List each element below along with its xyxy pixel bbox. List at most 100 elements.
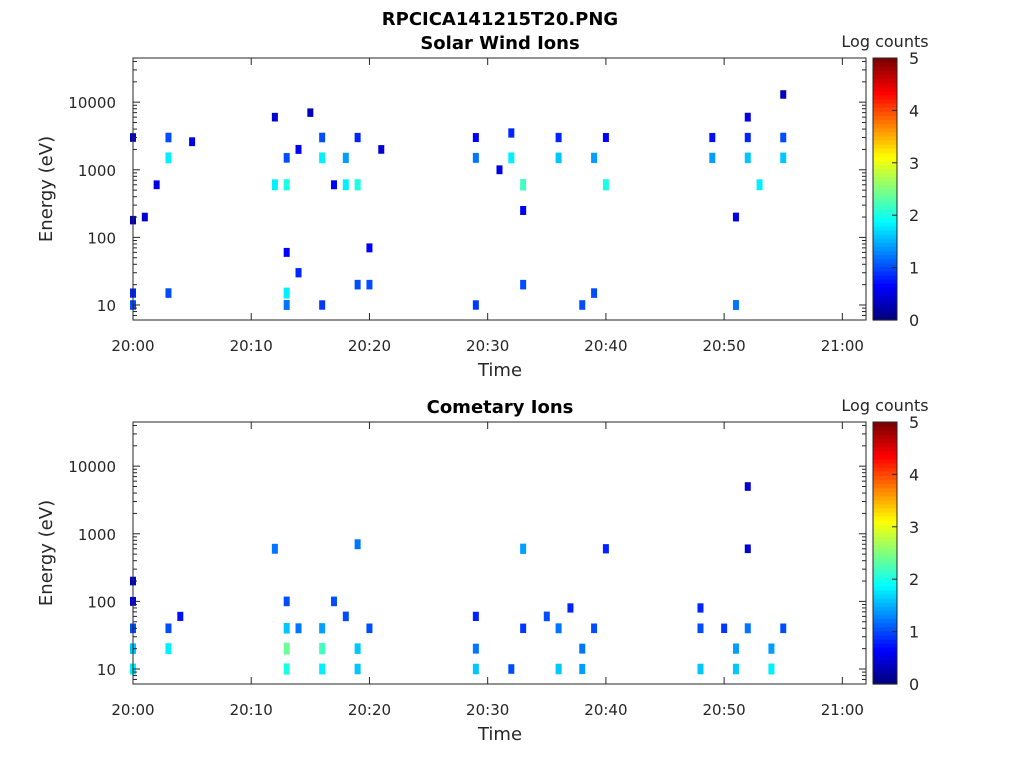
x-tick-label: 21:00	[821, 337, 864, 355]
colorbar-segment	[873, 528, 897, 534]
heatmap-cell	[189, 137, 196, 147]
panel2-heatmap-cells	[130, 482, 787, 675]
colorbar-segment	[873, 139, 897, 145]
x-tick-label: 20:10	[230, 701, 273, 719]
panel1-colorbar: 0 1 2 3 4 5	[872, 49, 919, 330]
colorbar-segment	[873, 602, 897, 607]
heatmap-cell	[602, 133, 609, 142]
colorbar-segment	[873, 221, 897, 227]
colorbar-frame	[872, 57, 898, 321]
colorbar-segment	[873, 548, 897, 554]
heatmap-cell	[732, 300, 739, 310]
colorbar-segment	[873, 606, 897, 611]
heatmap-cell	[591, 288, 598, 298]
heatmap-cell	[342, 152, 349, 163]
panel1-heatmap-cells	[130, 90, 787, 310]
heatmap-cell	[271, 543, 278, 554]
colorbar-segment	[873, 270, 897, 276]
colorbar-tick-label: 2	[909, 206, 919, 225]
colorbar-tick-label: 5	[909, 49, 919, 68]
heatmap-cell	[283, 623, 290, 634]
heatmap-cell	[472, 133, 479, 142]
heatmap-cell	[354, 279, 361, 290]
heatmap-cell	[508, 664, 515, 674]
colorbar-segment	[873, 127, 897, 133]
x-tick-label: 20:30	[466, 337, 509, 355]
heatmap-cell	[780, 623, 787, 634]
heatmap-cell	[165, 643, 172, 655]
colorbar-segment	[873, 483, 897, 489]
colorbar-segment	[873, 176, 897, 182]
colorbar-segment	[873, 184, 897, 190]
colorbar-segment	[873, 315, 897, 321]
colorbar-segment	[873, 589, 897, 595]
colorbar-segment	[873, 229, 897, 235]
colorbar-segment	[873, 303, 897, 309]
colorbar-tick-label: 0	[909, 675, 919, 694]
colorbar-segment	[873, 422, 897, 427]
colorbar-segment	[873, 205, 897, 211]
colorbar-segment	[873, 532, 897, 538]
colorbar-segment	[873, 279, 897, 284]
colorbar-segment	[873, 467, 897, 472]
x-tick-label: 20:00	[111, 701, 154, 719]
heatmap-cell	[319, 132, 326, 143]
heatmap-cell	[165, 152, 172, 164]
heatmap-cell	[780, 152, 787, 164]
heatmap-cell	[579, 300, 586, 310]
heatmap-cell	[744, 544, 751, 554]
panel2-y-ticks: 10 100 1000 10000	[68, 424, 866, 680]
colorbar-segment	[873, 201, 897, 206]
colorbar-segment	[873, 593, 897, 599]
heatmap-cell	[153, 180, 160, 190]
heatmap-cell	[591, 152, 598, 163]
colorbar-tick-label: 0	[909, 311, 919, 330]
colorbar-segment	[873, 90, 897, 96]
heatmap-cell	[520, 623, 527, 634]
heatmap-cell	[283, 179, 290, 191]
x-tick-label: 20:40	[584, 337, 627, 355]
colorbar-segment	[873, 553, 897, 558]
heatmap-cell	[697, 603, 704, 613]
heatmap-cell	[496, 165, 503, 175]
heatmap-cell	[579, 643, 586, 654]
colorbar-segment	[873, 111, 897, 116]
heatmap-cell	[780, 132, 787, 143]
heatmap-cell	[271, 179, 278, 191]
x-tick-label: 20:40	[584, 701, 627, 719]
colorbar-segment	[873, 573, 897, 579]
heatmap-cell	[283, 663, 290, 675]
heatmap-cell	[271, 112, 278, 122]
colorbar-segment	[873, 98, 897, 104]
heatmap-cell	[520, 279, 527, 290]
panel-cometary: Cometary Ions 20:00 20:10 20:20 20:30 20:40 2…	[36, 396, 929, 745]
colorbar-segment	[873, 115, 897, 121]
heatmap-cell	[555, 152, 562, 164]
heatmap-cell	[697, 623, 704, 634]
panel1-y-ticks: 10 100 1000 10000	[68, 60, 866, 316]
colorbar-frame	[872, 421, 898, 685]
heatmap-cell	[472, 611, 479, 622]
colorbar-segment	[873, 70, 897, 75]
colorbar-segment	[873, 581, 897, 587]
heatmap-cell	[744, 132, 751, 143]
heatmap-cell	[472, 643, 479, 654]
colorbar-segment	[873, 242, 897, 247]
colorbar-segment	[873, 655, 897, 661]
colorbar-segment	[873, 225, 897, 231]
colorbar-segment	[873, 659, 897, 665]
y-tick-label: 100	[87, 229, 116, 247]
colorbar-tick-label: 2	[909, 570, 919, 589]
colorbar-segment	[873, 238, 897, 243]
colorbar-segment	[873, 156, 897, 161]
x-tick-label: 20:50	[703, 337, 746, 355]
heatmap-cell	[283, 642, 290, 655]
colorbar-segment	[873, 487, 897, 493]
colorbar-segment	[873, 610, 897, 616]
heatmap-cell	[591, 623, 598, 634]
colorbar-segment	[873, 479, 897, 485]
x-tick-label: 21:00	[821, 701, 864, 719]
x-tick-label: 20:30	[466, 701, 509, 719]
heatmap-cell	[744, 112, 751, 122]
colorbar-segment	[873, 254, 897, 260]
